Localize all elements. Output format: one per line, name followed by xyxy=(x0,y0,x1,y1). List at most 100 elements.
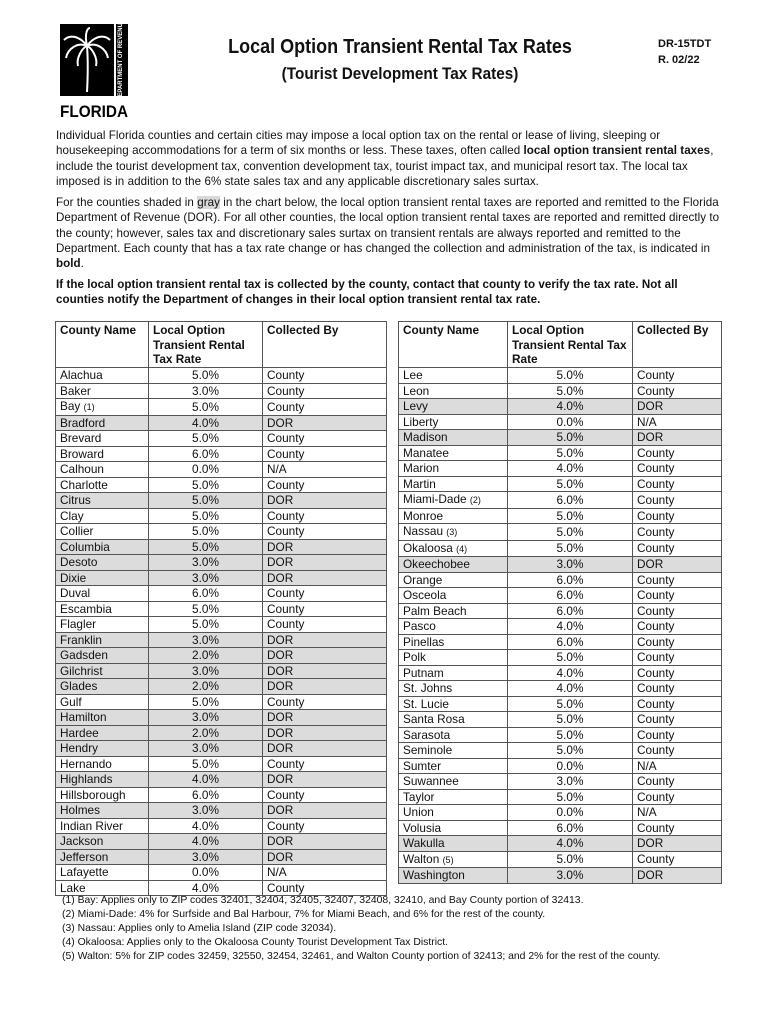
county-name: Martin xyxy=(403,476,436,491)
collected-by: DOR xyxy=(262,802,387,819)
county-name: Okaloosa xyxy=(403,540,453,555)
county-cell: Franklin xyxy=(55,631,149,649)
col-tax-rate: Local Option Transient Rental Tax Rate xyxy=(507,320,633,369)
county-cell: Leon xyxy=(398,382,508,400)
collected-by: County xyxy=(262,476,387,494)
table-row: St. Lucie 5.0% County xyxy=(398,695,722,713)
county-cell: Marion xyxy=(398,460,508,477)
florida-dor-logo: DEPARTMENT OF REVENUE FLORIDA xyxy=(60,19,130,121)
tax-rate: 5.0% xyxy=(507,788,633,806)
collected-by: DOR xyxy=(262,724,387,742)
table-row: Lee 5.0% County xyxy=(398,367,722,384)
county-cell: Columbia xyxy=(55,538,149,556)
county-cell: Bay (1) xyxy=(55,398,149,416)
collected-by: DOR xyxy=(262,538,387,556)
table-row: Clay 5.0% County xyxy=(55,507,387,525)
table-row: Gadsden 2.0% DOR xyxy=(55,647,387,664)
county-cell: Nassau (3) xyxy=(398,523,508,541)
table-row: Manatee 5.0% County xyxy=(398,444,722,462)
county-cell: Santa Rosa xyxy=(398,711,508,728)
county-name: Monroe xyxy=(403,508,443,523)
county-cell: Baker xyxy=(55,382,149,400)
table-row: Bradford 4.0% DOR xyxy=(55,414,387,432)
collected-by: DOR xyxy=(262,848,387,866)
table-row: Okaloosa (4) 5.0% County xyxy=(398,539,722,558)
tax-rate: 5.0% xyxy=(148,616,263,633)
collected-by: County xyxy=(632,507,722,525)
county-name: Hendry xyxy=(60,741,99,756)
county-cell: Union xyxy=(398,804,508,821)
county-cell: Suwannee xyxy=(398,773,508,790)
county-name: Lafayette xyxy=(60,865,109,880)
rates-table-right: County Name Local Option Transient Renta… xyxy=(398,320,722,884)
table-row: Bay (1) 5.0% County xyxy=(55,398,387,416)
collected-by: County xyxy=(632,444,722,462)
county-name: Nassau xyxy=(403,524,443,539)
table-row: Brevard 5.0% County xyxy=(55,430,387,447)
county-cell: Monroe xyxy=(398,507,508,525)
county-cell: Highlands xyxy=(55,771,149,788)
county-cell: Desoto xyxy=(55,554,149,571)
tax-rate: 4.0% xyxy=(148,414,263,432)
county-cell: Putnam xyxy=(398,664,508,682)
county-name: Dixie xyxy=(60,570,87,585)
county-name: Escambia xyxy=(60,601,112,616)
county-cell: Hardee xyxy=(55,724,149,742)
county-name: Manatee xyxy=(403,445,449,460)
tax-rate: 6.0% xyxy=(507,571,633,589)
table-row: Highlands 4.0% DOR xyxy=(55,771,387,788)
county-cell: Bradford xyxy=(55,414,149,432)
table-row: Alachua 5.0% County xyxy=(55,367,387,384)
collected-by: DOR xyxy=(262,647,387,664)
collected-by: County xyxy=(632,523,722,541)
tax-rate: 0.0% xyxy=(507,804,633,821)
county-name: Leon xyxy=(403,383,430,398)
tax-rate: 6.0% xyxy=(507,819,633,837)
table-row: Monroe 5.0% County xyxy=(398,507,722,525)
collected-by: DOR xyxy=(262,833,387,850)
table-row: Orange 6.0% County xyxy=(398,571,722,589)
table-row: Sumter 0.0% N/A xyxy=(398,757,722,775)
collected-by: DOR xyxy=(262,678,387,695)
tax-rate: 2.0% xyxy=(148,724,263,742)
county-cell: Hillsborough xyxy=(55,786,149,804)
tax-rate: 3.0% xyxy=(148,382,263,400)
county-cell: Glades xyxy=(55,678,149,695)
county-cell: Okaloosa (4) xyxy=(398,539,508,558)
collected-by: County xyxy=(262,585,387,602)
collected-by: County xyxy=(262,879,387,897)
tax-rate: 5.0% xyxy=(507,726,633,744)
table-row: Broward 6.0% County xyxy=(55,445,387,463)
county-cell: Martin xyxy=(398,475,508,493)
collected-by: County xyxy=(632,850,722,869)
county-cell: Holmes xyxy=(55,802,149,819)
table-row: Lafayette 0.0% N/A xyxy=(55,864,387,881)
table-row: Hillsborough 6.0% County xyxy=(55,786,387,804)
county-name: Union xyxy=(403,805,434,820)
county-name: Collier xyxy=(60,524,94,539)
county-name: Lee xyxy=(403,368,423,383)
county-name: Alachua xyxy=(60,368,103,383)
tax-rate: 5.0% xyxy=(507,523,633,541)
tax-rate: 6.0% xyxy=(148,786,263,804)
county-cell: Gilchrist xyxy=(55,662,149,680)
county-name: Palm Beach xyxy=(403,603,467,618)
county-name: Orange xyxy=(403,572,443,587)
collected-by: DOR xyxy=(632,835,722,852)
tax-rate: 5.0% xyxy=(507,444,633,462)
collected-by: County xyxy=(632,382,722,400)
table-header: County Name Local Option Transient Renta… xyxy=(398,320,722,369)
table-row: Santa Rosa 5.0% County xyxy=(398,711,722,728)
table-row: Columbia 5.0% DOR xyxy=(55,538,387,556)
text: Individual Florida counties and certain … xyxy=(56,129,661,158)
tax-rate: 5.0% xyxy=(507,507,633,525)
table-row: Walton (5) 5.0% County xyxy=(398,850,722,869)
tax-rate: 5.0% xyxy=(507,539,633,558)
tax-rate: 5.0% xyxy=(148,693,263,711)
collected-by: County xyxy=(632,680,722,697)
tax-rate: 5.0% xyxy=(507,649,633,666)
county-name: St. Johns xyxy=(403,681,453,696)
tax-rate: 4.0% xyxy=(507,460,633,477)
county-name: Gadsden xyxy=(60,648,108,663)
tax-rate: 5.0% xyxy=(507,367,633,384)
